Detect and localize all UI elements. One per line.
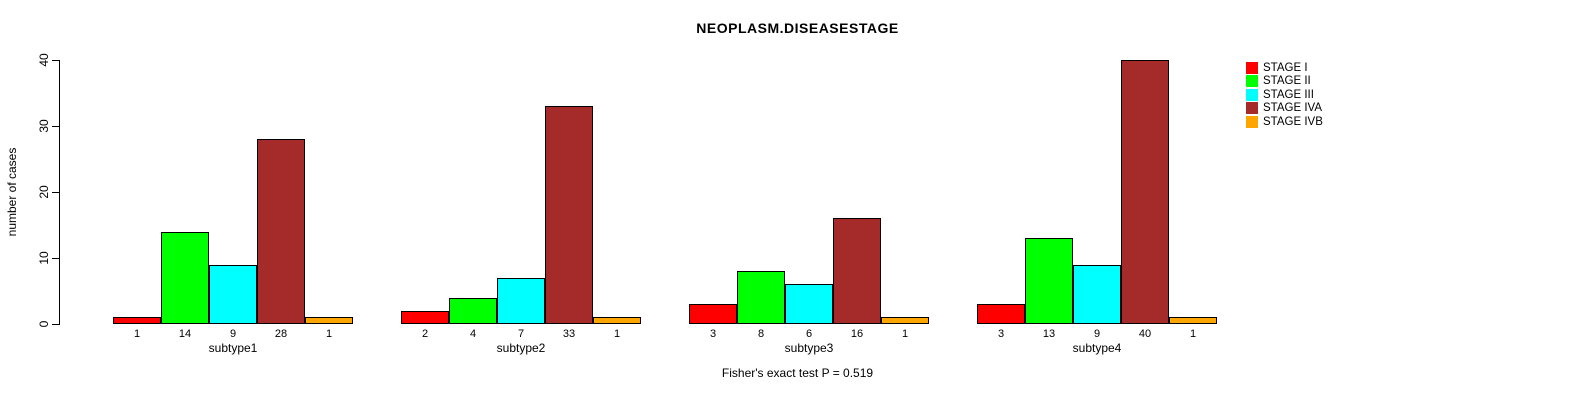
y-axis-tick-label-text: 0 — [37, 320, 51, 328]
legend-label: STAGE I — [1263, 61, 1308, 74]
bar-value-label: 7 — [517, 328, 525, 340]
y-axis-title-text: number of cases — [5, 147, 19, 237]
legend-item-stage-ii: STAGE II — [1246, 75, 1323, 89]
bar-value-label: 1 — [613, 328, 621, 340]
bar-value-label: 8 — [757, 328, 765, 340]
bar-value-label: 14 — [178, 328, 192, 340]
bar-value-label: 1 — [901, 328, 909, 340]
y-axis-tick-label-text: 10 — [37, 251, 51, 265]
legend-item-stage-iva: STAGE IVA — [1246, 102, 1323, 116]
bar-subtype3-stage-iva — [833, 218, 881, 324]
y-axis-tick — [52, 60, 59, 61]
legend-item-stage-iii: STAGE III — [1246, 88, 1323, 102]
legend-label: STAGE IVB — [1263, 115, 1323, 128]
bar-value-label: 3 — [709, 328, 717, 340]
bar-value-label: 4 — [469, 328, 477, 340]
bar-value-label: 16 — [850, 328, 864, 340]
bar-subtype2-stage-i — [401, 311, 449, 324]
bar-value-label: 28 — [274, 328, 288, 340]
bar-subtype1-stage-i — [113, 317, 161, 324]
category-label-subtype3: subtype3 — [784, 341, 834, 355]
legend-swatch — [1246, 102, 1258, 115]
bar-subtype2-stage-ivb — [593, 317, 641, 324]
bar-value-label: 6 — [805, 328, 813, 340]
bar-value-label: 9 — [229, 328, 237, 340]
chart-title: NEOPLASM.DISEASESTAGE — [696, 20, 899, 36]
bar-value-label: 40 — [1138, 328, 1152, 340]
legend-item-stage-ivb: STAGE IVB — [1246, 115, 1323, 129]
y-axis-tick — [52, 126, 59, 127]
bar-value-label: 13 — [1042, 328, 1056, 340]
y-axis-tick-label-text: 40 — [37, 53, 51, 67]
bar-value-label: 2 — [421, 328, 429, 340]
bar-value-label: 9 — [1093, 328, 1101, 340]
bar-subtype1-stage-ivb — [305, 317, 353, 324]
bar-value-label: 1 — [133, 328, 141, 340]
annotation-text: Fisher's exact test P = 0.519 — [721, 366, 874, 380]
legend-swatch — [1246, 115, 1258, 128]
y-axis-tick-label-text: 30 — [37, 119, 51, 133]
bar-value-label: 1 — [325, 328, 333, 340]
bar-value-label: 1 — [1189, 328, 1197, 340]
y-axis-tick — [52, 192, 59, 193]
legend-swatch — [1246, 88, 1258, 101]
y-axis-line — [59, 60, 60, 325]
bar-subtype4-stage-ivb — [1169, 317, 1217, 324]
bar-subtype3-stage-i — [689, 304, 737, 324]
bar-subtype3-stage-iii — [785, 284, 833, 324]
bar-subtype1-stage-iva — [257, 139, 305, 324]
bar-subtype4-stage-iva — [1121, 60, 1169, 324]
bar-subtype4-stage-ii — [1025, 238, 1073, 324]
bar-subtype4-stage-i — [977, 304, 1025, 324]
category-label-subtype1: subtype1 — [208, 341, 258, 355]
legend: STAGE I STAGE II STAGE III STAGE IVA STAGE I… — [1246, 61, 1323, 129]
bar-subtype1-stage-iii — [209, 265, 257, 324]
bar-subtype3-stage-ii — [737, 271, 785, 324]
legend-label: STAGE IVA — [1263, 102, 1323, 115]
bar-subtype1-stage-ii — [161, 232, 209, 324]
bar-subtype2-stage-ii — [449, 298, 497, 324]
y-axis-tick — [52, 324, 59, 325]
bar-subtype2-stage-iva — [545, 106, 593, 324]
bar-value-label: 33 — [562, 328, 576, 340]
legend-label: STAGE II — [1263, 75, 1311, 88]
legend-item-stage-i: STAGE I — [1246, 61, 1323, 75]
y-axis-tick — [52, 258, 59, 259]
legend-swatch — [1246, 61, 1258, 74]
y-axis-tick-label-text: 20 — [37, 185, 51, 199]
category-label-subtype4: subtype4 — [1072, 341, 1122, 355]
bar-value-label: 3 — [997, 328, 1005, 340]
legend-swatch — [1246, 75, 1258, 88]
category-label-subtype2: subtype2 — [496, 341, 546, 355]
bar-subtype4-stage-iii — [1073, 265, 1121, 324]
legend-label: STAGE III — [1263, 88, 1314, 101]
bar-subtype3-stage-ivb — [881, 317, 929, 324]
bar-subtype2-stage-iii — [497, 278, 545, 324]
